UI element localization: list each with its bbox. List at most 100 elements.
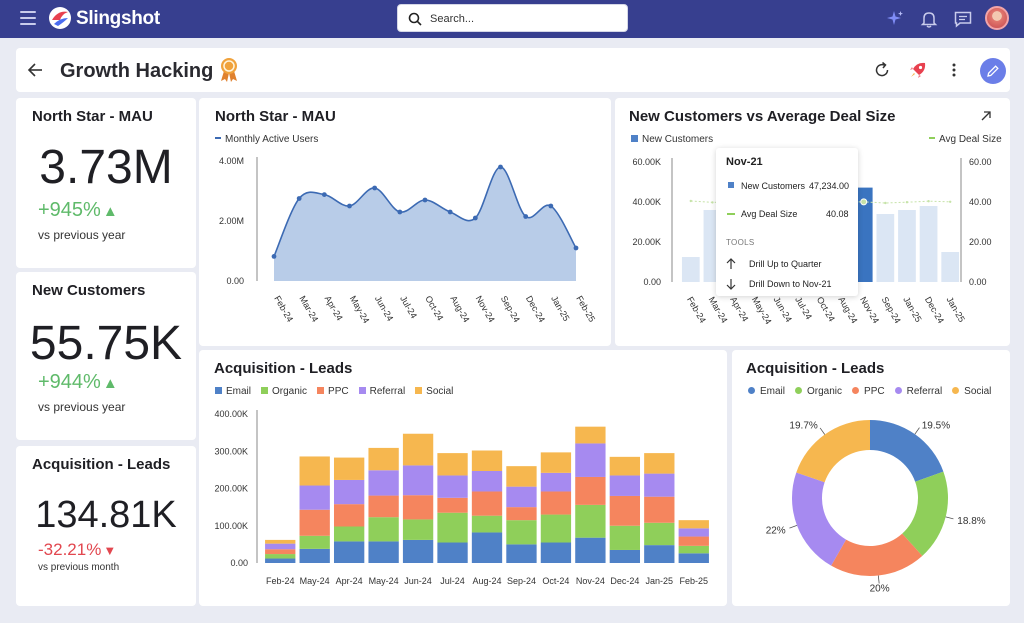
data-point [523, 214, 529, 219]
data-point [296, 196, 302, 201]
series-swatch [727, 213, 735, 215]
y-tick-label: 0.00 [226, 276, 244, 286]
bar-segment [368, 495, 399, 518]
expand-icon[interactable] [980, 110, 992, 122]
bar-segment [437, 453, 468, 476]
x-tick-label: Aug-24 [472, 576, 501, 586]
label-leader [914, 427, 920, 435]
bar-segment [575, 537, 606, 563]
user-avatar[interactable] [985, 6, 1009, 30]
y-left-tick-label: 0.00 [643, 277, 661, 287]
bar-segment [265, 539, 296, 544]
slice-label: 18.8% [957, 516, 985, 527]
x-tick-label: Feb-24 [266, 576, 295, 586]
search-input[interactable] [430, 9, 620, 28]
bar-segment [506, 520, 537, 545]
bar [941, 252, 960, 282]
chat-icon[interactable] [953, 9, 973, 29]
tooltip-row-value: 40.08 [826, 209, 849, 219]
rocket-icon[interactable] [908, 60, 928, 80]
legend-swatch [358, 387, 366, 394]
x-tick-label: May-24 [348, 294, 372, 325]
drill-down-action[interactable]: Drill Down to Nov-21 [716, 274, 858, 294]
tooltip-title: Nov-21 [726, 156, 763, 168]
line-point [689, 199, 693, 203]
menu-icon[interactable] [20, 11, 36, 25]
legend-dot [894, 387, 902, 394]
bar-segment [333, 479, 365, 505]
line-point [711, 201, 714, 204]
label-leader [877, 575, 880, 584]
x-tick-label: Jul-24 [793, 295, 814, 321]
leads-bar-chart-card[interactable]: Acquisition - Leads Email Organic PPC Refer… [199, 350, 727, 606]
more-options-icon[interactable] [946, 60, 962, 80]
search-box[interactable] [397, 4, 628, 32]
tooltip-row-label: New Customers [741, 181, 806, 191]
bar-segment [402, 433, 434, 466]
bar-segment [678, 536, 709, 546]
x-tick-label: Jun-24 [373, 294, 395, 323]
x-tick-label: Nov-24 [858, 295, 881, 325]
edit-button[interactable] [980, 58, 1006, 84]
bar [854, 187, 873, 282]
x-tick-label: Dec-24 [610, 576, 639, 586]
data-point [271, 254, 277, 259]
sparkle-icon[interactable] [885, 9, 905, 29]
legend-label: Social [426, 386, 454, 397]
legend-dot [795, 387, 803, 394]
bar-segment [265, 554, 296, 559]
legend-label: Organic [807, 386, 843, 397]
x-tick-label: Jan-25 [901, 295, 923, 324]
chart-legend: Email Organic PPC Referral Social [215, 386, 463, 397]
back-arrow-icon[interactable] [26, 61, 44, 79]
bar-segment [609, 549, 641, 563]
legend-item: Social [415, 386, 453, 397]
legend-label: PPC [328, 386, 349, 397]
x-tick-label: Oct-24 [815, 295, 837, 323]
drill-up-action[interactable]: Drill Up to Quarter [716, 254, 858, 274]
y-right-tick-label: 0.00 [969, 277, 987, 287]
bar-segment [540, 472, 572, 492]
leads-donut-chart-card[interactable]: Acquisition - Leads Email Organic PPC Refer… [732, 350, 1010, 606]
arrow-down-icon: ▼ [103, 543, 117, 558]
line-point [948, 200, 952, 203]
arrow-up-icon: ▲ [102, 203, 118, 220]
x-tick-label: Jun-24 [404, 576, 432, 586]
bar-segment [368, 517, 399, 542]
bar-segment [402, 539, 434, 563]
kpi-card-leads[interactable]: Acquisition - Leads 134.81K -32.21% ▼ vs … [16, 446, 196, 606]
bar-segment [575, 426, 606, 444]
arrow-up-icon [726, 258, 736, 269]
dashboard-header: Growth Hacking [16, 48, 1010, 92]
label-leader [819, 427, 826, 435]
data-point [347, 203, 352, 209]
bar-segment [609, 525, 641, 550]
bar-segment [471, 470, 503, 492]
legend-swatch [215, 387, 222, 394]
bar-segment [609, 495, 641, 526]
chart-title: Acquisition - Leads [746, 360, 885, 377]
bar-segment [644, 496, 675, 523]
y-tick-label: 0.00 [230, 558, 248, 568]
y-tick-label: 300.00K [214, 446, 248, 456]
donut-slice [902, 471, 948, 556]
chart-title: North Star - MAU [215, 108, 336, 125]
bar-segment [402, 465, 434, 496]
kpi-card-new-customers[interactable]: New Customers 55.75K +944% ▲ vs previous … [16, 272, 196, 440]
bar-segment [609, 475, 641, 496]
mau-chart-card[interactable]: North Star - MAU Monthly Active Users 4.… [199, 98, 611, 346]
x-tick-label: Apr-24 [323, 294, 345, 322]
legend-item: Email [748, 386, 785, 397]
bar-segment [506, 486, 537, 508]
search-icon [408, 12, 422, 26]
bar-segment [265, 549, 296, 555]
kpi-card-mau[interactable]: North Star - MAU 3.73M +945% ▲ vs previou… [16, 98, 196, 268]
data-point [548, 203, 554, 209]
legend-label: New Customers [642, 134, 714, 145]
bar [876, 214, 895, 282]
bell-icon[interactable] [919, 9, 939, 29]
refresh-icon[interactable] [872, 60, 892, 80]
kpi-title: Acquisition - Leads [32, 456, 171, 473]
bar-segment [644, 473, 675, 497]
x-tick-label: Apr-24 [336, 576, 363, 586]
